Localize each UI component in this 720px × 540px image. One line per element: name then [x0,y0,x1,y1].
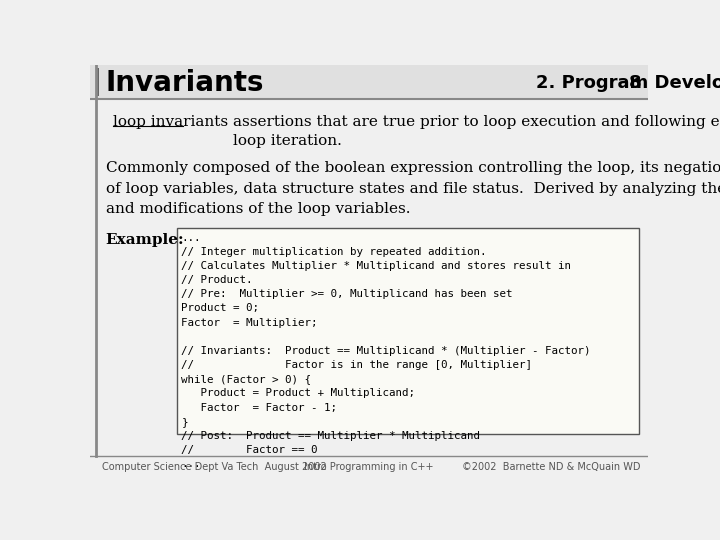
Bar [177,228,639,434]
Text: Intro Programming in C++: Intro Programming in C++ [305,462,433,472]
Bar [96,68,99,96]
Text: 8: 8 [629,75,642,92]
Text: loop invariants: loop invariants [113,115,228,129]
Text: Commonly composed of the boolean expression controlling the loop, its negation, : Commonly composed of the boolean express… [106,161,720,216]
Text: assertions that are true prior to loop execution and following each
loop iterati: assertions that are true prior to loop e… [233,115,720,148]
Text: ©2002  Barnette ND & McQuain WD: ©2002 Barnette ND & McQuain WD [462,462,640,472]
Bar [90,65,648,99]
Text: Computer Science Dept Va Tech  August 2002: Computer Science Dept Va Tech August 200… [102,462,326,472]
Text: Example:: Example: [106,233,184,247]
Text: ...
// Integer multiplication by repeated addition.
// Calculates Multiplier * M: ... // Integer multiplication by repeate… [181,233,591,469]
Text: Invariants: Invariants [106,69,264,97]
Text: 2. Program Development: 2. Program Development [536,75,720,92]
